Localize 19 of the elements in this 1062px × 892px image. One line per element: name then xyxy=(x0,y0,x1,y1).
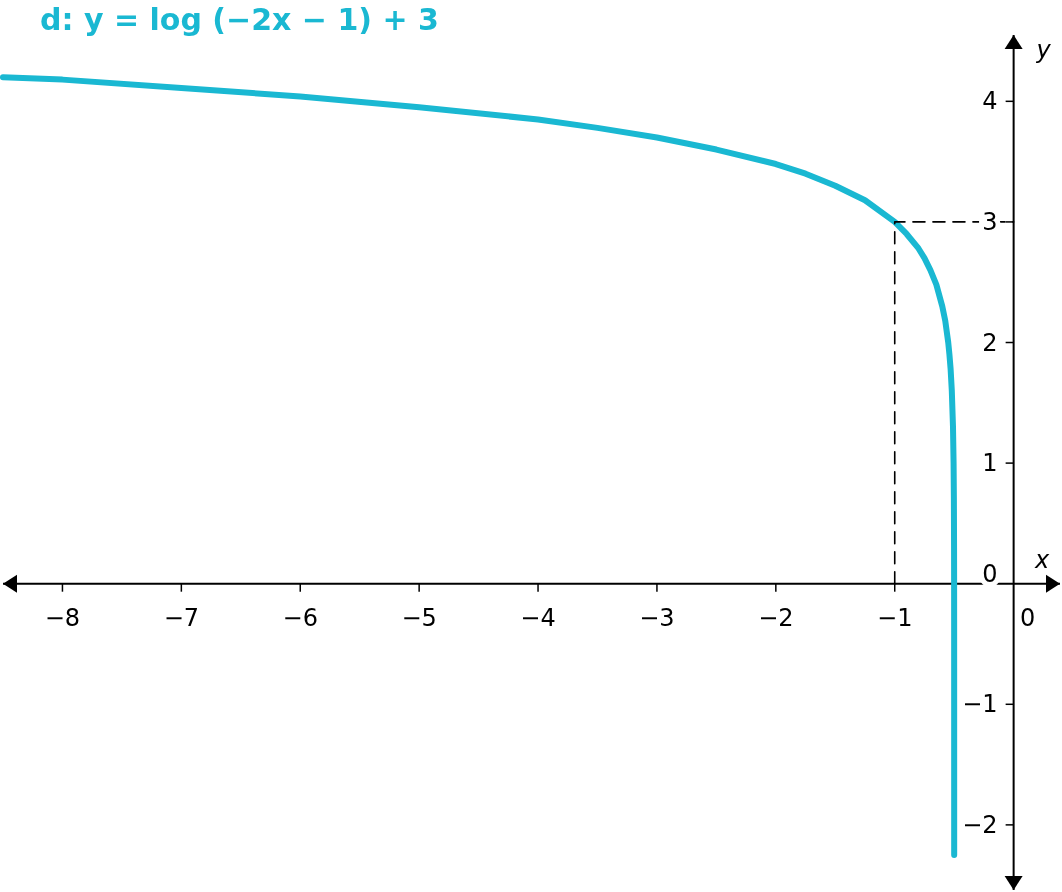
y-tick-label: 0 xyxy=(982,559,998,588)
y-tick-label: −1 xyxy=(962,690,998,719)
x-tick-label: −1 xyxy=(877,603,913,632)
x-tick-label: −8 xyxy=(44,603,81,632)
y-axis-title: y xyxy=(1035,36,1052,64)
x-tick-label: 0 xyxy=(1019,603,1036,632)
y-tick-label: 3 xyxy=(982,207,998,236)
y-tick-label: −2 xyxy=(962,810,998,839)
x-tick-label: −6 xyxy=(282,603,318,632)
x-tick-label: −7 xyxy=(163,603,200,632)
x-tick-label: −3 xyxy=(639,603,675,632)
y-tick-label: 4 xyxy=(982,87,998,116)
y-tick-label: 2 xyxy=(982,328,998,357)
x-tick-label: −2 xyxy=(758,603,794,632)
x-axis-title: x xyxy=(1033,545,1050,574)
y-tick-label: 1 xyxy=(982,449,998,478)
x-tick-label: −5 xyxy=(401,603,437,632)
chart-title: d: y = log (−2x − 1) + 3 xyxy=(40,2,439,37)
x-tick-label: −4 xyxy=(520,603,556,632)
